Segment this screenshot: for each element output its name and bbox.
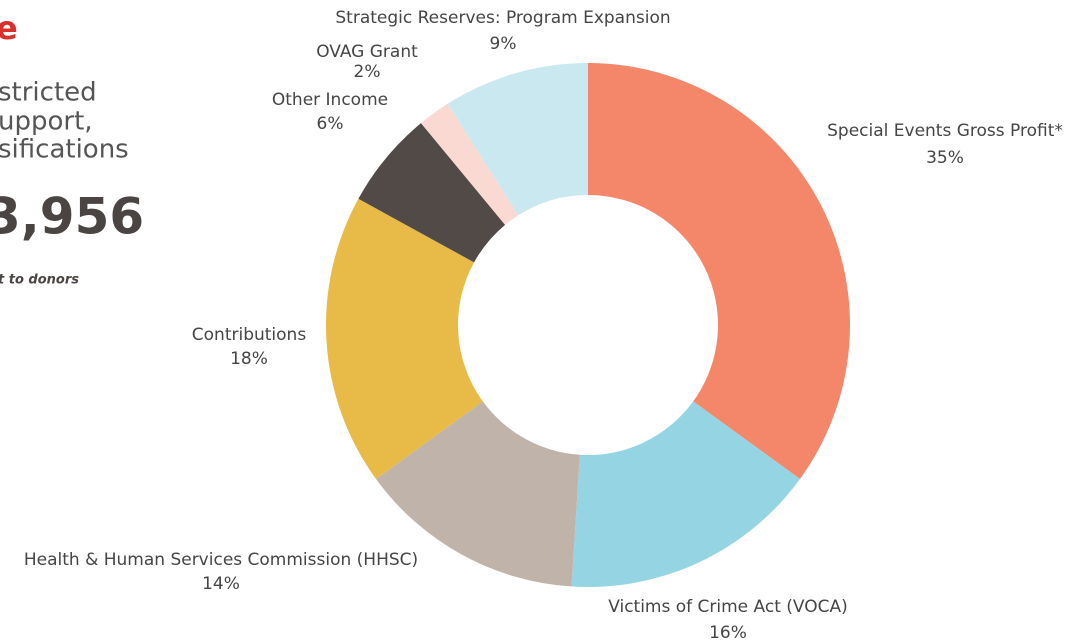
slice <box>571 401 800 587</box>
slice-percent: 2% <box>354 62 381 82</box>
slice-percent: 16% <box>709 623 747 643</box>
sidebar-heading: e <box>0 9 18 47</box>
slice-percent: 14% <box>202 574 240 594</box>
slice-label: Strategic Reserves: Program Expansion <box>335 8 670 28</box>
sidebar-line: stricted <box>0 78 97 108</box>
sidebar-note: t to donors <box>0 273 79 288</box>
slice-percent: 6% <box>317 114 344 134</box>
slice <box>447 63 588 216</box>
slice-label: OVAG Grant <box>316 42 418 62</box>
slice-percent: 18% <box>230 349 268 369</box>
slice <box>588 63 850 479</box>
slice <box>358 123 506 263</box>
slice-label: Other Income <box>272 90 388 110</box>
sidebar-amount: 3,956 <box>0 188 144 246</box>
slice-label: Contributions <box>192 325 307 345</box>
slice-label: Special Events Gross Profit* <box>827 121 1063 141</box>
slice-percent: 35% <box>926 148 964 168</box>
sidebar-line: upport, <box>0 107 93 137</box>
slice <box>420 103 519 225</box>
slice <box>326 198 483 479</box>
slice-label: Health & Human Services Commission (HHSC… <box>24 550 418 570</box>
slice <box>376 401 580 587</box>
sidebar-line: sifications <box>0 135 129 165</box>
slice-percent: 9% <box>490 34 517 54</box>
slice-label: Victims of Crime Act (VOCA) <box>608 597 848 617</box>
